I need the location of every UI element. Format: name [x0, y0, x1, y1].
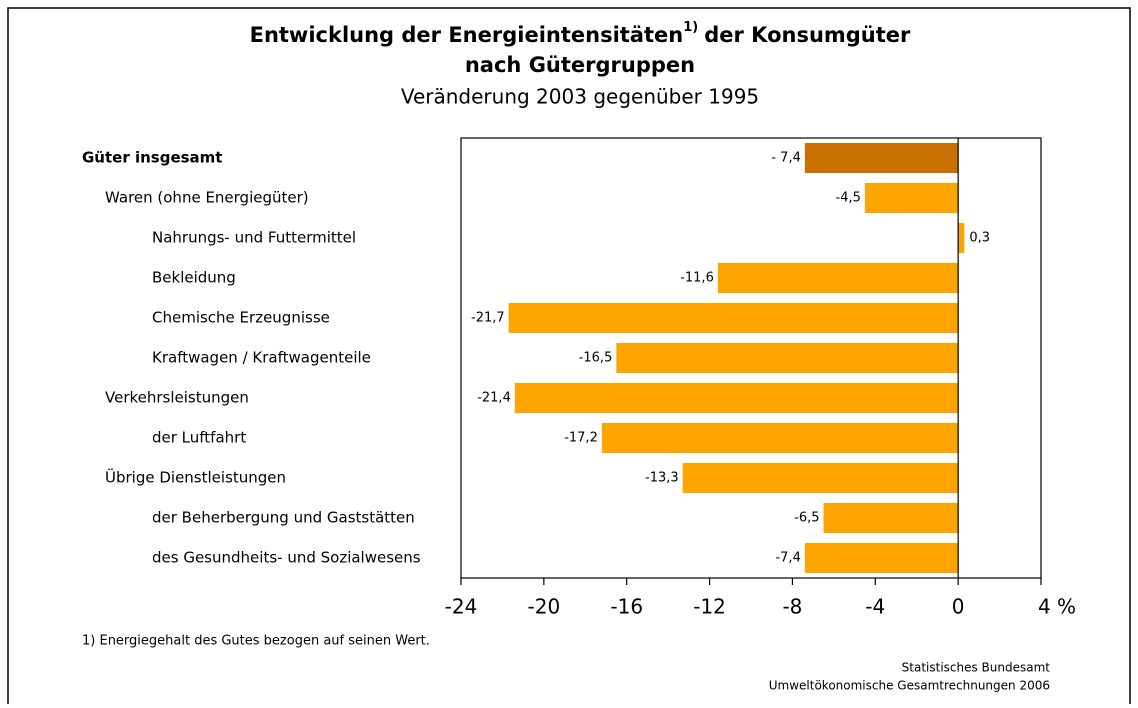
category-label: Bekleidung [152, 269, 236, 287]
category-label: der Luftfahrt [152, 429, 246, 447]
footnote: 1) Energiegehalt des Gutes bezogen auf s… [82, 634, 430, 649]
category-label: des Gesundheits- und Sozialwesens [152, 549, 421, 567]
value-label: -17,2 [564, 431, 598, 446]
value-label: -11,6 [680, 271, 714, 286]
x-tick-label: -8 [782, 595, 802, 619]
value-label: -21,7 [471, 311, 505, 326]
category-label: Übrige Dienstleistungen [105, 468, 286, 487]
value-label: -6,5 [794, 511, 819, 526]
value-label: -4,5 [836, 191, 861, 206]
bar [804, 543, 959, 573]
x-tick-label: -12 [693, 595, 726, 619]
value-label: - 7,4 [771, 151, 801, 166]
bar [958, 223, 965, 253]
category-label: der Beherbergung und Gaststätten [152, 509, 415, 527]
source: Statistisches Bundesamt [902, 661, 1051, 675]
plot-area [460, 137, 1042, 579]
category-label: Kraftwagen / Kraftwagenteile [152, 349, 371, 367]
category-label: Verkehrsleistungen [105, 389, 249, 407]
bar [508, 303, 959, 333]
x-tick-label: 4 % [1038, 595, 1076, 619]
source: Umweltökonomische Gesamtrechnungen 2006 [769, 679, 1050, 693]
value-label: -21,4 [477, 391, 511, 406]
bar [616, 343, 959, 373]
category-label: Waren (ohne Energiegüter) [105, 189, 309, 207]
x-tick-label: -24 [445, 595, 478, 619]
category-label: Chemische Erzeugnisse [152, 309, 330, 327]
bar [864, 183, 959, 213]
category-label: Güter insgesamt [82, 149, 222, 167]
category-label: Nahrungs- und Futtermittel [152, 229, 356, 247]
chart-title: Entwicklung der Energieintensitäten1) der… [250, 20, 911, 48]
x-tick-label: -16 [610, 595, 643, 619]
bar [514, 383, 959, 413]
value-label: -13,3 [645, 471, 679, 486]
bar [717, 263, 959, 293]
chart-subtitle: Veränderung 2003 gegenüber 1995 [401, 85, 759, 109]
bar [823, 503, 959, 533]
value-label: 0,3 [969, 231, 990, 246]
x-tick-label: -20 [528, 595, 561, 619]
value-label: -7,4 [775, 551, 800, 566]
bar [682, 463, 959, 493]
value-label: -16,5 [579, 351, 613, 366]
bar [804, 143, 959, 173]
chart-title-line2: nach Gütergruppen [465, 53, 695, 77]
bar [601, 423, 959, 453]
x-tick-label: -4 [865, 595, 885, 619]
x-tick-label: 0 [952, 595, 965, 619]
